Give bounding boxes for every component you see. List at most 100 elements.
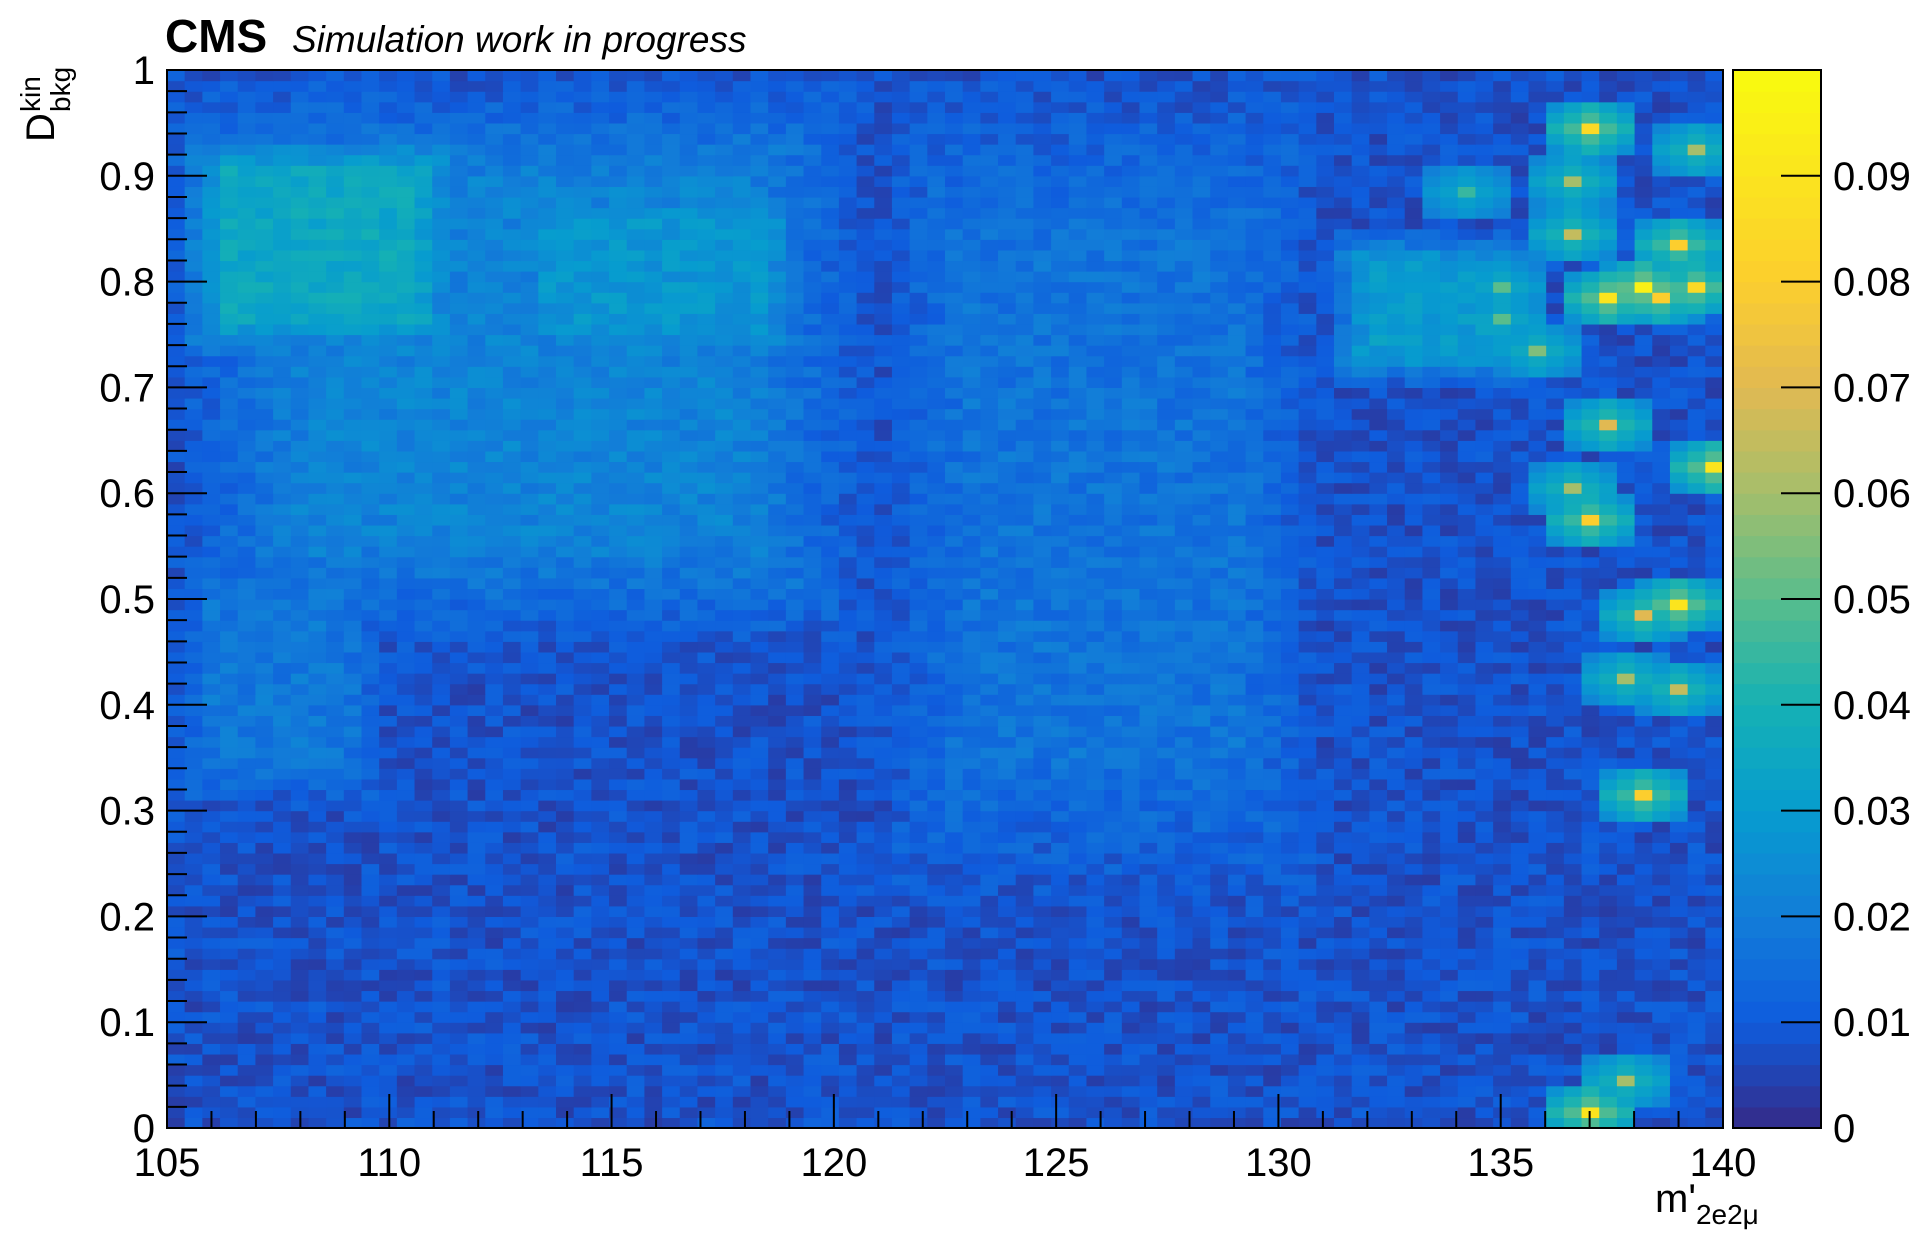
heatmap-cell <box>909 905 928 917</box>
heatmap-cell <box>1528 948 1547 960</box>
heatmap-cell <box>573 1053 592 1066</box>
heatmap-cell <box>1033 990 1052 1002</box>
heatmap-cell <box>1652 810 1671 822</box>
heatmap-cell <box>1245 757 1264 769</box>
heatmap-cell <box>927 1106 946 1119</box>
heatmap-cell <box>662 757 681 769</box>
heatmap-cell <box>715 1053 734 1066</box>
heatmap-cell <box>821 768 840 780</box>
heatmap-cell <box>609 588 628 600</box>
heatmap-cell <box>1210 979 1229 992</box>
heatmap-cell <box>1546 609 1565 621</box>
heatmap-cell <box>396 948 416 960</box>
heatmap-cell <box>308 768 327 780</box>
heatmap-cell <box>361 979 380 992</box>
heatmap-cell <box>167 768 186 780</box>
heatmap-cell <box>308 948 327 960</box>
experiment-label: CMS <box>165 10 267 62</box>
heatmap-cell <box>1669 577 1689 590</box>
heatmap-cell <box>202 990 221 1002</box>
heatmap-cell <box>1192 778 1211 791</box>
heatmap-cell <box>715 1075 734 1087</box>
heatmap-cell <box>1404 599 1424 611</box>
heatmap-cell <box>1245 1064 1264 1076</box>
heatmap-cell <box>414 757 433 769</box>
heatmap-cell <box>1652 747 1671 759</box>
heatmap-cell <box>273 630 292 642</box>
heatmap-cell <box>255 641 274 653</box>
heatmap-cell <box>1634 1085 1653 1097</box>
heatmap-cell <box>1139 969 1158 981</box>
heatmap-cell <box>874 1075 893 1087</box>
heatmap-cell <box>962 725 981 738</box>
heatmap-cell <box>273 715 292 727</box>
heatmap-cell <box>909 800 928 812</box>
heatmap-cell <box>1705 736 1724 748</box>
heatmap-cell <box>1298 1001 1317 1013</box>
heatmap-cell <box>732 979 752 992</box>
heatmap-cell <box>167 1106 186 1119</box>
heatmap-cell <box>290 736 310 748</box>
heatmap-cell <box>255 990 274 1002</box>
heatmap-cell <box>1404 673 1424 685</box>
heatmap-cell <box>1192 1043 1211 1055</box>
heatmap-cell <box>167 1043 186 1055</box>
heatmap-cell <box>662 979 681 992</box>
heatmap-cell <box>414 916 433 928</box>
heatmap-cell <box>167 1064 186 1076</box>
heatmap-cell <box>520 1085 539 1097</box>
heatmap-cell <box>1051 599 1070 611</box>
heatmap-cell <box>1404 535 1424 547</box>
heatmap-cell <box>1192 736 1211 748</box>
heatmap-cell <box>273 694 292 706</box>
heatmap-cell <box>803 1022 822 1034</box>
heatmap-cell <box>1440 535 1459 547</box>
heatmap-cell <box>750 715 769 727</box>
heatmap-cell <box>1528 1011 1547 1023</box>
heatmap-cell <box>768 884 787 896</box>
heatmap-cell <box>1528 821 1547 833</box>
heatmap-cell <box>962 990 981 1002</box>
heatmap-cell <box>732 1064 752 1076</box>
heatmap-cell <box>202 895 221 907</box>
heatmap-cell <box>1634 810 1653 822</box>
heatmap-cell <box>556 577 575 590</box>
heatmap-cell <box>556 863 575 875</box>
heatmap-cell <box>962 694 981 706</box>
heatmap-cell <box>1351 577 1370 590</box>
heatmap-cell <box>573 715 592 727</box>
heatmap-cell <box>167 916 186 928</box>
heatmap-cell <box>715 768 734 780</box>
heatmap-cell <box>1157 863 1176 875</box>
heatmap-cell <box>449 673 469 685</box>
heatmap-cell <box>556 842 575 854</box>
heatmap-cell <box>1669 1053 1689 1066</box>
heatmap-cell <box>1104 567 1123 579</box>
heatmap-cell <box>414 641 433 653</box>
heatmap-cell <box>821 969 840 981</box>
heatmap-cell <box>432 1043 451 1055</box>
heatmap-cell <box>856 1001 875 1013</box>
heatmap-cell <box>1298 683 1317 695</box>
heatmap-cell <box>1121 662 1141 674</box>
heatmap-cell <box>821 831 840 843</box>
heatmap-cell <box>1104 1064 1123 1076</box>
heatmap-cell <box>1104 969 1123 981</box>
heatmap-cell <box>202 1075 221 1087</box>
heatmap-cell <box>1510 588 1530 600</box>
heatmap-cell <box>290 641 310 653</box>
heatmap-cell <box>1581 800 1600 812</box>
heatmap-cell <box>697 725 716 738</box>
heatmap-cell <box>1245 1043 1264 1055</box>
heatmap-cell <box>432 546 451 558</box>
heatmap-cell <box>573 979 592 992</box>
heatmap-cell <box>432 704 451 716</box>
heatmap-cell <box>609 916 628 928</box>
heatmap-cell <box>449 916 469 928</box>
heatmap-cell <box>414 1075 433 1087</box>
heatmap-cell <box>1528 863 1547 875</box>
heatmap-cell <box>1652 736 1671 748</box>
heatmap-cell <box>1404 725 1424 738</box>
heatmap-cell <box>485 905 504 917</box>
heatmap-cell <box>891 863 911 875</box>
